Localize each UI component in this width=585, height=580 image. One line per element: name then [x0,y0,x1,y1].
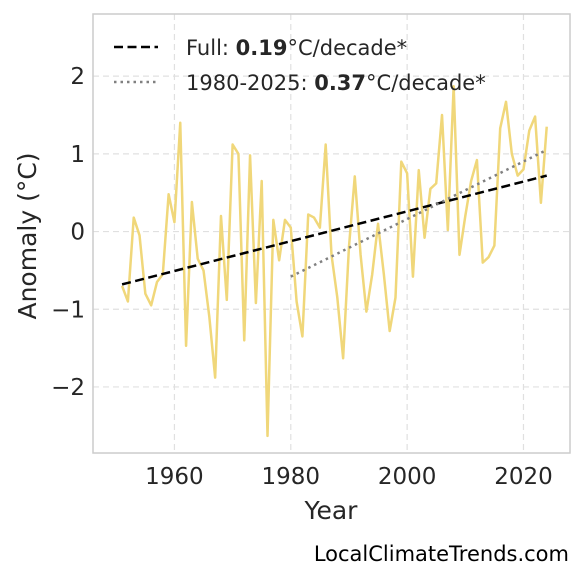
legend-label-full: Full: 0.19°C/decade* [186,36,407,60]
y-tick-label: −1 [51,297,85,323]
legend-full-suffix: °C/decade* [288,36,408,60]
series-layer [120,85,548,438]
x-tick-label: 2000 [378,464,437,490]
series-line-trend-1980 [290,148,548,278]
plot-frame [92,13,571,454]
y-axis-label: Anomaly (°C) [13,152,42,319]
legend: Full: 0.19°C/decade* 1980-2025: 0.37°C/d… [114,36,486,95]
y-tick-label: 1 [70,142,85,168]
x-axis-label: Year [304,496,359,525]
legend-full-prefix: Full: [186,36,236,60]
legend-full-value: 0.19 [236,36,288,60]
y-tick-label: −2 [51,375,85,401]
y-tick-labels: 2 1 0 −1 −2 [51,64,85,401]
legend-1980-prefix: 1980-2025: [186,71,314,95]
series-line-trend-full [121,174,548,286]
x-tick-label: 2020 [494,464,553,490]
y-tick-label: 0 [70,220,85,246]
x-tick-labels: 1960 1980 2000 2020 [145,464,553,490]
legend-1980-suffix: °C/decade* [366,71,486,95]
legend-1980-value: 0.37 [314,71,366,95]
credit-text: LocalClimateTrends.com [314,542,569,566]
x-tick-label: 1980 [262,464,321,490]
y-tick-label: 2 [70,64,85,90]
x-tick-label: 1960 [145,464,204,490]
legend-label-1980: 1980-2025: 0.37°C/decade* [186,71,486,95]
series-line-anomaly [120,85,548,438]
grid [93,14,570,453]
